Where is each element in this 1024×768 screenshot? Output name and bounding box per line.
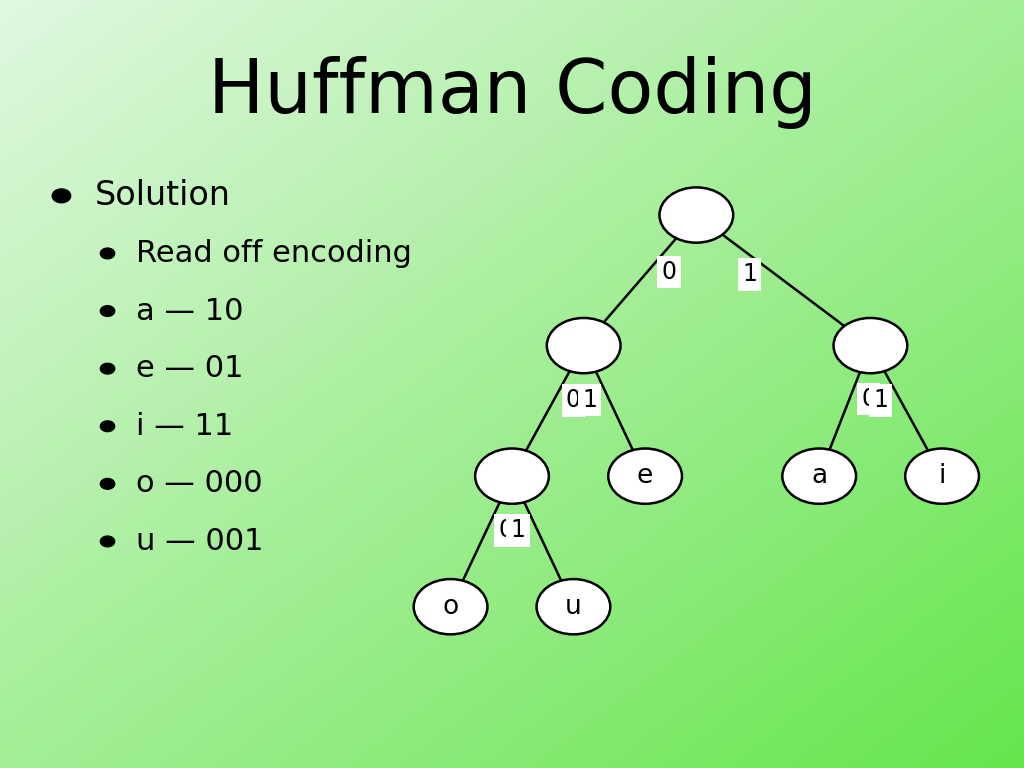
Text: 1: 1 (873, 389, 888, 412)
Text: u — 001: u — 001 (136, 527, 264, 556)
Circle shape (52, 189, 71, 203)
Circle shape (100, 478, 115, 489)
Text: 0: 0 (861, 387, 877, 411)
Circle shape (608, 449, 682, 504)
Circle shape (414, 579, 487, 634)
Text: i — 11: i — 11 (136, 412, 233, 441)
Text: 1: 1 (742, 263, 757, 286)
Text: 0: 0 (499, 518, 513, 542)
Text: 0: 0 (662, 260, 677, 284)
Circle shape (782, 449, 856, 504)
Text: e — 01: e — 01 (136, 354, 244, 383)
Text: 1: 1 (511, 518, 525, 542)
Text: o — 000: o — 000 (136, 469, 263, 498)
Circle shape (100, 536, 115, 547)
Text: a: a (811, 463, 827, 489)
Circle shape (475, 449, 549, 504)
Text: Solution: Solution (95, 180, 231, 212)
Circle shape (100, 248, 115, 259)
Text: 0: 0 (566, 389, 581, 412)
Circle shape (547, 318, 621, 373)
Text: a — 10: a — 10 (136, 296, 244, 326)
Text: Huffman Coding: Huffman Coding (208, 55, 816, 129)
Text: o: o (442, 594, 459, 620)
Text: e: e (637, 463, 653, 489)
Circle shape (100, 421, 115, 432)
Text: Read off encoding: Read off encoding (136, 239, 412, 268)
Circle shape (537, 579, 610, 634)
Text: i: i (938, 463, 946, 489)
Circle shape (905, 449, 979, 504)
Text: 1: 1 (583, 388, 597, 412)
Circle shape (834, 318, 907, 373)
Circle shape (100, 306, 115, 316)
Circle shape (659, 187, 733, 243)
Circle shape (100, 363, 115, 374)
Text: u: u (565, 594, 582, 620)
